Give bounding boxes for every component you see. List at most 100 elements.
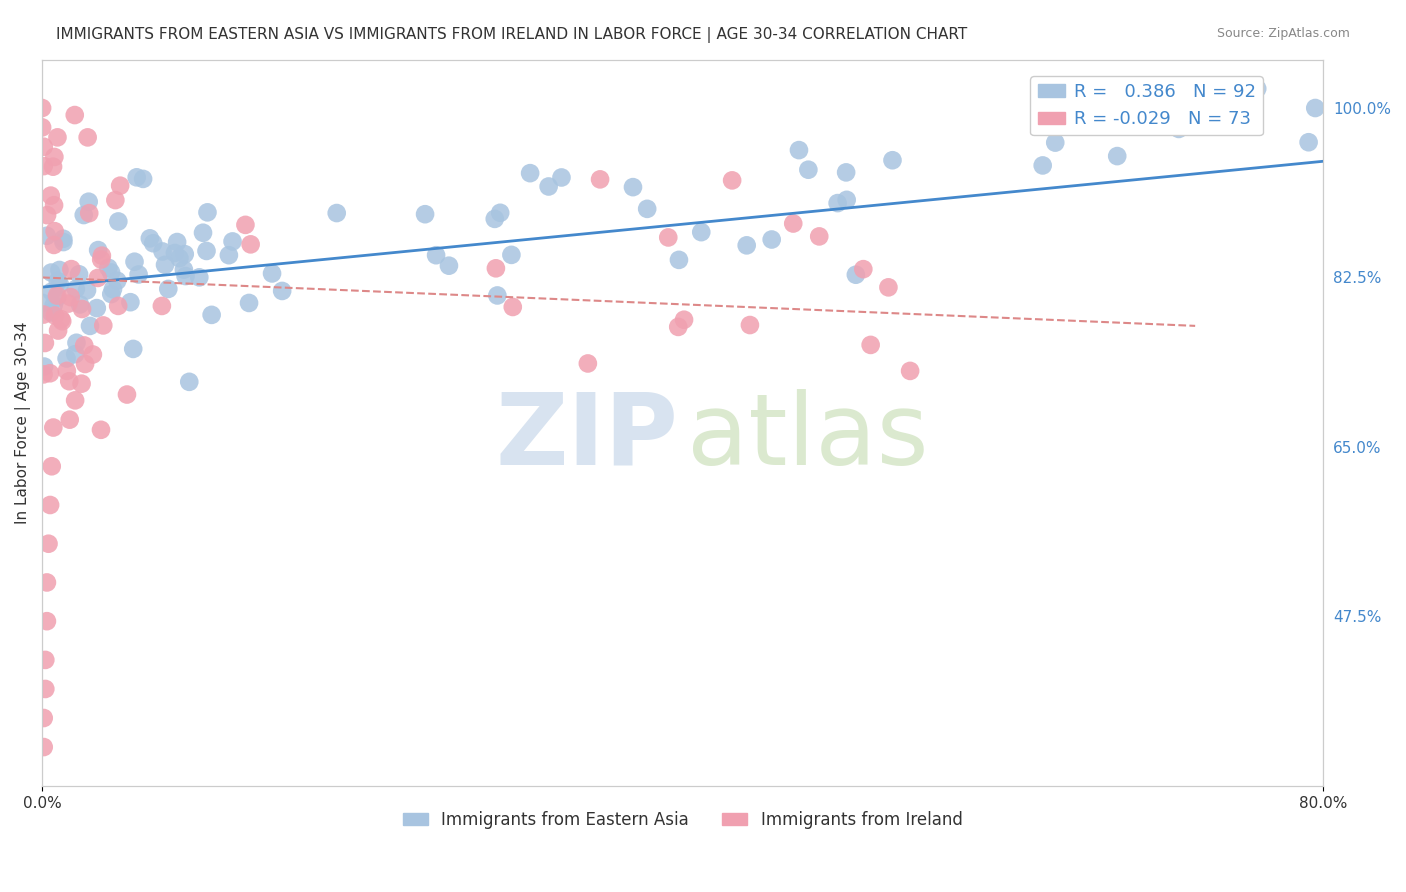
Point <box>76 130 98 145</box>
Point <box>45 291 67 305</box>
Point <box>519 166 541 180</box>
Point <box>169 251 191 265</box>
Point <box>221 235 243 249</box>
Point <box>163 246 186 260</box>
Point <box>31 120 53 135</box>
Point <box>107 214 129 228</box>
Point <box>31 296 53 310</box>
Point <box>827 196 849 211</box>
Point <box>188 270 211 285</box>
Point <box>835 165 858 179</box>
Point <box>107 299 129 313</box>
Point <box>44 224 66 238</box>
Point <box>63 393 86 408</box>
Point <box>34 653 56 667</box>
Point <box>51 312 73 326</box>
Point <box>104 193 127 207</box>
Point <box>86 301 108 315</box>
Point <box>46 130 69 145</box>
Point <box>166 235 188 249</box>
Point <box>550 170 572 185</box>
Point <box>73 338 96 352</box>
Point <box>100 287 122 301</box>
Point <box>77 194 100 209</box>
Point <box>413 207 436 221</box>
Point <box>79 318 101 333</box>
Point <box>1298 135 1320 149</box>
Point <box>122 342 145 356</box>
Point <box>1303 101 1326 115</box>
Point <box>39 188 62 202</box>
Point <box>87 271 110 285</box>
Point <box>48 263 70 277</box>
Point <box>77 206 100 220</box>
Point <box>39 498 62 512</box>
Legend: Immigrants from Eastern Asia, Immigrants from Ireland: Immigrants from Eastern Asia, Immigrants… <box>396 805 969 836</box>
Point <box>38 537 60 551</box>
Point <box>90 252 112 267</box>
Point <box>621 180 644 194</box>
Text: IMMIGRANTS FROM EASTERN ASIA VS IMMIGRANTS FROM IRELAND IN LABOR FORCE | AGE 30-: IMMIGRANTS FROM EASTERN ASIA VS IMMIGRAN… <box>56 27 967 43</box>
Point <box>882 153 904 168</box>
Point <box>69 297 91 311</box>
Point <box>58 374 80 388</box>
Point <box>120 295 142 310</box>
Point <box>63 108 86 122</box>
Point <box>70 301 93 316</box>
Point <box>70 376 93 391</box>
Point <box>852 262 875 277</box>
Point <box>41 459 63 474</box>
Point <box>782 217 804 231</box>
Point <box>325 206 347 220</box>
Point <box>235 218 257 232</box>
Point <box>59 412 82 426</box>
Point <box>260 267 283 281</box>
Point <box>32 159 55 173</box>
Point <box>46 324 69 338</box>
Point <box>39 305 62 319</box>
Point <box>51 314 73 328</box>
Point <box>52 235 75 249</box>
Point <box>174 268 197 283</box>
Point <box>489 206 512 220</box>
Point <box>173 262 195 277</box>
Point <box>35 228 58 243</box>
Point <box>425 248 447 262</box>
Point <box>668 252 690 267</box>
Point <box>239 237 262 252</box>
Point <box>60 262 83 277</box>
Point <box>537 179 560 194</box>
Point <box>657 230 679 244</box>
Point <box>153 258 176 272</box>
Point <box>32 368 55 382</box>
Point <box>271 284 294 298</box>
Point <box>31 101 53 115</box>
Point <box>115 387 138 401</box>
Point <box>55 351 77 366</box>
Point <box>34 336 56 351</box>
Point <box>32 740 55 755</box>
Point <box>808 229 831 244</box>
Point <box>100 265 122 279</box>
Point <box>738 318 761 332</box>
Point <box>589 172 612 186</box>
Point <box>437 259 460 273</box>
Point <box>128 268 150 282</box>
Point <box>32 308 55 322</box>
Point <box>56 364 79 378</box>
Point <box>44 150 66 164</box>
Point <box>73 357 96 371</box>
Point <box>484 211 506 226</box>
Point <box>65 347 87 361</box>
Point <box>859 338 882 352</box>
Point <box>1045 136 1067 150</box>
Point <box>636 202 658 216</box>
Point <box>35 575 58 590</box>
Text: ZIP: ZIP <box>496 389 679 486</box>
Point <box>1246 81 1268 95</box>
Point <box>797 162 820 177</box>
Point <box>690 225 713 239</box>
Point <box>32 359 55 374</box>
Point <box>845 268 868 282</box>
Point <box>1167 122 1189 136</box>
